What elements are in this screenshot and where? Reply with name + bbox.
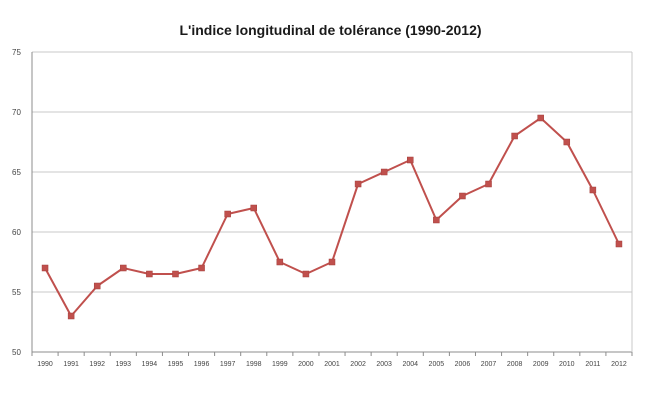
data-point-marker [407, 156, 414, 164]
axes [31, 52, 633, 356]
y-tick-label: 55 [12, 288, 21, 297]
y-tick-label: 65 [12, 168, 21, 177]
data-point-marker [198, 264, 205, 272]
data-point-marker [224, 210, 231, 218]
x-tick-label: 1993 [116, 361, 132, 368]
data-point-marker [41, 264, 49, 272]
y-tick-label: 75 [12, 48, 21, 57]
data-point-marker [433, 216, 440, 224]
x-tick-label: 1992 [89, 361, 105, 368]
series-line [44, 117, 620, 317]
data-point-marker [328, 258, 336, 266]
data-point-marker [250, 204, 257, 212]
x-tick-label: 2002 [350, 361, 366, 368]
x-tick-label: 2007 [481, 361, 497, 368]
x-tick-label: 2001 [324, 361, 340, 368]
y-tick-label: 70 [12, 108, 21, 117]
data-point-marker [120, 264, 127, 272]
x-tick-label: 2004 [402, 361, 418, 368]
x-tick-label: 2010 [559, 361, 575, 368]
x-tick-label: 2006 [455, 361, 471, 368]
x-tick-label: 1990 [37, 361, 53, 368]
x-tick-label: 2003 [376, 361, 392, 368]
data-point-marker [146, 270, 153, 278]
x-tick-label: 2012 [611, 361, 627, 368]
x-tick-label: 2000 [298, 361, 314, 368]
x-tick-label: 2005 [429, 361, 445, 368]
y-tick-labels: 50 55 60 65 70 75 [12, 48, 21, 357]
y-tick-label: 60 [12, 228, 21, 237]
data-point-marker [537, 114, 544, 122]
x-tick-label: 1994 [142, 361, 158, 368]
x-tick-labels: 1990 1991 1992 1993 1994 1995 1996 1997 1998 1999… [37, 361, 627, 368]
data-point-marker [589, 186, 597, 194]
grid-lines [32, 51, 632, 293]
x-tick-label: 2008 [507, 361, 523, 368]
data-point-marker [485, 180, 492, 188]
data-point-marker [276, 258, 284, 266]
x-tick-label: 1997 [220, 361, 236, 368]
x-tick-label: 1995 [168, 361, 184, 368]
x-tick-label: 1998 [246, 361, 262, 368]
y-tick-label: 50 [12, 348, 21, 357]
data-point-marker [172, 270, 179, 278]
data-point-marker [93, 282, 101, 290]
series-layer [41, 114, 623, 320]
data-point-marker [67, 312, 75, 320]
data-point-marker [380, 168, 388, 176]
x-tick-label: 1999 [272, 361, 288, 368]
x-tick-label: 1996 [194, 361, 210, 368]
x-tick-label: 2011 [585, 361, 600, 368]
data-point-marker [563, 138, 571, 146]
data-point-marker [302, 270, 310, 278]
data-point-marker [354, 180, 362, 188]
data-point-marker [511, 132, 518, 140]
x-tick-label: 1991 [63, 361, 79, 368]
data-point-marker [459, 192, 466, 200]
x-tick-label: 2009 [533, 361, 549, 368]
chart-title: L'indice longitudinal de tolérance (1990… [179, 22, 482, 38]
data-point-marker [615, 240, 623, 248]
